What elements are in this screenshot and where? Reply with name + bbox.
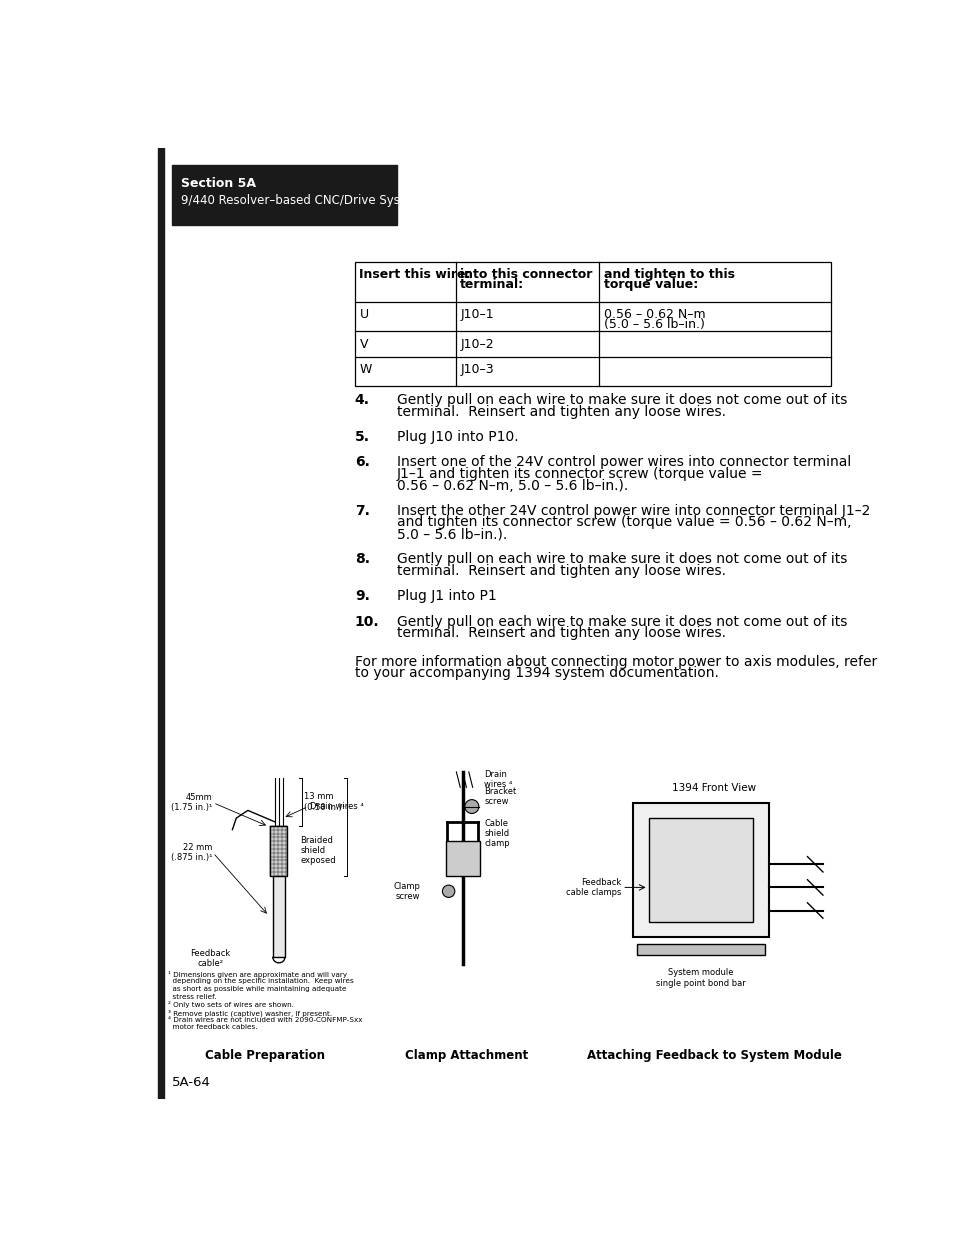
Text: Drain
wires ⁴: Drain wires ⁴	[484, 769, 512, 789]
Text: 6.: 6.	[355, 456, 370, 469]
Text: 8.: 8.	[355, 552, 370, 567]
Text: V: V	[359, 337, 368, 351]
Text: torque value:: torque value:	[603, 278, 698, 290]
Text: 5.0 – 5.6 lb–in.).: 5.0 – 5.6 lb–in.).	[396, 527, 506, 541]
Text: 9.: 9.	[355, 589, 370, 604]
Text: (5.0 – 5.6 lb–in.): (5.0 – 5.6 lb–in.)	[603, 319, 703, 331]
Text: ³ Remove plastic (captive) washer, if present.: ³ Remove plastic (captive) washer, if pr…	[168, 1009, 332, 1016]
Bar	[270, 826, 287, 876]
Text: terminal.  Reinsert and tighten any loose wires.: terminal. Reinsert and tighten any loose…	[396, 405, 725, 419]
Text: 13 mm
(0.50 in.)¹: 13 mm (0.50 in.)¹	[304, 792, 345, 811]
Bar	[648, 818, 753, 923]
Bar	[172, 165, 396, 225]
Text: Bracket
screw: Bracket screw	[484, 787, 516, 806]
Text: ² Only two sets of wires are shown.: ² Only two sets of wires are shown.	[168, 1002, 294, 1008]
Text: Gently pull on each wire to make sure it does not come out of its: Gently pull on each wire to make sure it…	[396, 615, 846, 629]
Text: W: W	[359, 363, 372, 375]
Text: and tighten to this: and tighten to this	[603, 268, 734, 280]
Text: 1394 Front View: 1394 Front View	[672, 783, 756, 793]
Bar	[633, 803, 768, 937]
Text: depending on the specific installation.  Keep wires: depending on the specific installation. …	[168, 978, 354, 984]
Text: 5A-64: 5A-64	[172, 1076, 211, 1089]
Text: 4.: 4.	[355, 393, 370, 408]
Text: J10–2: J10–2	[459, 337, 494, 351]
Text: Braided
shield
exposed: Braided shield exposed	[300, 836, 335, 866]
Text: Feedback
cable clamps: Feedback cable clamps	[565, 878, 620, 897]
Text: Insert the other 24V control power wire into connector terminal J1–2: Insert the other 24V control power wire …	[396, 504, 869, 517]
Text: Plug J10 into P10.: Plug J10 into P10.	[396, 430, 517, 445]
Text: stress relief.: stress relief.	[168, 994, 216, 999]
Text: 5.: 5.	[355, 430, 370, 445]
Text: J10–1: J10–1	[459, 309, 494, 321]
Text: to your accompanying 1394 system documentation.: to your accompanying 1394 system documen…	[355, 667, 718, 680]
Text: Cable
shield
clamp: Cable shield clamp	[484, 819, 509, 848]
Bar	[158, 148, 164, 1099]
Text: 0.56 – 0.62 N–m: 0.56 – 0.62 N–m	[603, 309, 704, 321]
Text: 45mm
(1.75 in.)¹: 45mm (1.75 in.)¹	[171, 793, 212, 813]
Text: Gently pull on each wire to make sure it does not come out of its: Gently pull on each wire to make sure it…	[396, 393, 846, 408]
Text: Plug J1 into P1: Plug J1 into P1	[396, 589, 496, 604]
Text: and tighten its connector screw (torque value = 0.56 – 0.62 N–m,: and tighten its connector screw (torque …	[396, 515, 850, 530]
Text: Clamp
screw: Clamp screw	[393, 882, 419, 902]
Text: J10–3: J10–3	[459, 363, 494, 375]
Text: Insert this wire:: Insert this wire:	[359, 268, 471, 280]
Text: Insert one of the 24V control power wires into connector terminal: Insert one of the 24V control power wire…	[396, 456, 850, 469]
Text: Gently pull on each wire to make sure it does not come out of its: Gently pull on each wire to make sure it…	[396, 552, 846, 567]
Text: Section 5A: Section 5A	[181, 178, 256, 190]
Bar	[637, 944, 764, 955]
Bar	[273, 876, 285, 957]
Text: ¹ Dimensions given are approximate and will vary: ¹ Dimensions given are approximate and w…	[168, 971, 347, 978]
Text: Cable Preparation: Cable Preparation	[205, 1049, 325, 1062]
Text: Clamp Attachment: Clamp Attachment	[404, 1049, 528, 1062]
Text: System module
single point bond bar: System module single point bond bar	[655, 968, 744, 988]
Text: terminal:: terminal:	[459, 278, 524, 290]
Text: terminal.  Reinsert and tighten any loose wires.: terminal. Reinsert and tighten any loose…	[396, 626, 725, 641]
Text: motor feedback cables.: motor feedback cables.	[168, 1025, 257, 1030]
Text: 0.56 – 0.62 N–m, 5.0 – 5.6 lb–in.).: 0.56 – 0.62 N–m, 5.0 – 5.6 lb–in.).	[396, 478, 627, 493]
Text: 22 mm
(.875 in.)¹: 22 mm (.875 in.)¹	[171, 844, 212, 862]
Text: into this connector: into this connector	[459, 268, 592, 280]
Text: ⁴ Drain wires are not included with 2090-CONFMP-Sxx: ⁴ Drain wires are not included with 2090…	[168, 1016, 362, 1023]
Bar	[355, 262, 831, 387]
Text: 10.: 10.	[355, 615, 379, 629]
Circle shape	[464, 799, 478, 814]
Text: Feedback
cable²: Feedback cable²	[191, 948, 231, 968]
Text: For more information about connecting motor power to axis modules, refer: For more information about connecting mo…	[355, 655, 876, 669]
Text: U: U	[359, 309, 368, 321]
Text: 7.: 7.	[355, 504, 370, 517]
Text: Drain wires ⁴: Drain wires ⁴	[310, 802, 363, 811]
Text: 9/440 Resolver–based CNC/Drive System: 9/440 Resolver–based CNC/Drive System	[181, 194, 423, 207]
Circle shape	[442, 885, 455, 898]
Text: Attaching Feedback to System Module: Attaching Feedback to System Module	[586, 1049, 841, 1062]
Bar	[445, 841, 479, 876]
Text: terminal.  Reinsert and tighten any loose wires.: terminal. Reinsert and tighten any loose…	[396, 564, 725, 578]
Text: J1–1 and tighten its connector screw (torque value =: J1–1 and tighten its connector screw (to…	[396, 467, 762, 480]
Text: as short as possible while maintaining adequate: as short as possible while maintaining a…	[168, 986, 346, 992]
